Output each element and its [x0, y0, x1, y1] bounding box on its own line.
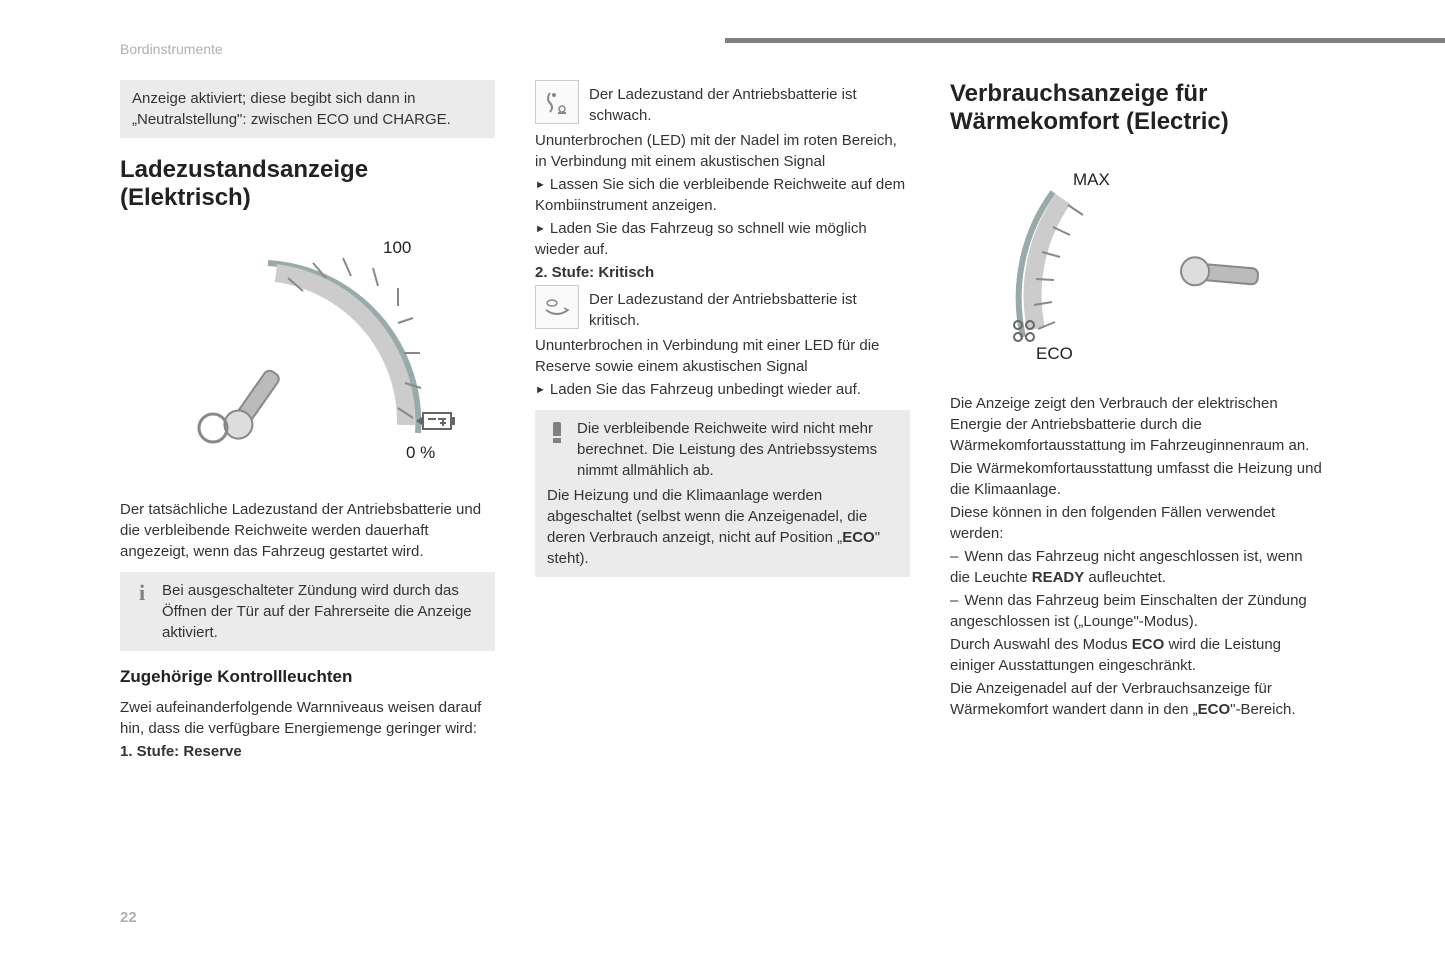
- body-text: Die Anzeige zeigt den Verbrauch der elek…: [950, 393, 1325, 456]
- eco-label: ECO: [1198, 701, 1231, 718]
- battery-low-icon: [535, 80, 579, 124]
- gauge-charge: 100 0 %: [120, 223, 495, 483]
- eco-label: ECO: [1132, 636, 1165, 653]
- action-item: Laden Sie das Fahrzeug so schnell wie mö…: [535, 218, 910, 260]
- heading-consumption: Verbrauchsanzeige für Wärmekomfort (Elec…: [950, 80, 1325, 138]
- body-text: Ununterbrochen (LED) mit der Nadel im ro…: [535, 130, 910, 172]
- body-text: Der tatsächliche Ladezustand der Antrieb…: [120, 499, 495, 562]
- list-item: Wenn das Fahrzeug nicht angeschlossen is…: [950, 546, 1325, 588]
- battery-critical-icon: [535, 285, 579, 329]
- body-text: Durch Auswahl des Modus ECO wird die Lei…: [950, 634, 1325, 676]
- warning-text: Die Heizung und die Klimaanlage werden a…: [547, 487, 867, 546]
- body-text: Ununterbrochen in Verbindung mit einer L…: [535, 335, 910, 377]
- column-2: Der Ladezustand der Antriebsbatterie ist…: [535, 80, 910, 764]
- stage-1-label: 1. Stufe: Reserve: [120, 741, 495, 762]
- gauge-label-top: MAX: [1073, 170, 1110, 189]
- note-text: Anzeige aktiviert; diese begibt sich dan…: [132, 90, 451, 128]
- gauge-comfort-svg: MAX ECO: [978, 147, 1298, 377]
- body-text: Die Anzeigenadel auf der Verbrauchsanzei…: [950, 678, 1325, 720]
- body-text: Durch Auswahl des Modus: [950, 636, 1132, 653]
- icon-caption: Der Ladezustand der Antriebsbatterie ist…: [589, 285, 910, 331]
- column-3: Verbrauchsanzeige für Wärmekomfort (Elec…: [950, 80, 1325, 764]
- gauge-label-bottom: ECO: [1036, 344, 1073, 363]
- body-text: Die Wärmekomfortausstattung umfasst die …: [950, 458, 1325, 500]
- gauge-label-top: 100: [383, 238, 411, 257]
- header-divider: [725, 38, 1445, 43]
- warning-box: Die verbleibende Reichweite wird nicht m…: [535, 410, 910, 577]
- eco-label: ECO: [842, 529, 875, 546]
- warning-text: Die verbleibende Reichweite wird nicht m…: [577, 420, 877, 479]
- body-text: Diese können in den folgenden Fällen ver…: [950, 502, 1325, 544]
- page-number: 22: [120, 907, 137, 928]
- gauge-comfort: MAX ECO: [950, 147, 1325, 377]
- gauge-label-bottom: 0 %: [406, 443, 435, 462]
- body-text: "-Bereich.: [1230, 701, 1295, 718]
- stage-2-label: 2. Stufe: Kritisch: [535, 262, 910, 283]
- note-box-top: Anzeige aktiviert; diese begibt sich dan…: [120, 80, 495, 138]
- gauge-charge-svg: 100 0 %: [148, 223, 468, 483]
- icon-caption: Der Ladezustand der Antriebsbatterie ist…: [589, 80, 910, 126]
- info-text: Bei ausgeschalteter Zündung wird durch d…: [162, 580, 483, 643]
- action-item: Laden Sie das Fahrzeug unbedingt wieder …: [535, 379, 910, 400]
- list-item: Wenn das Fahrzeug beim Einschalten der Z…: [950, 590, 1325, 632]
- ready-label: READY: [1032, 569, 1085, 586]
- action-item: Lassen Sie sich die verbleibende Reichwe…: [535, 174, 910, 216]
- heading-charge-indicator: Ladezustandsanzeige (Elektrisch): [120, 156, 495, 214]
- body-text: Zwei aufeinanderfolgende Warnniveaus wei…: [120, 697, 495, 739]
- info-box: i Bei ausgeschalteter Zündung wird durch…: [120, 572, 495, 651]
- column-1: Anzeige aktiviert; diese begibt sich dan…: [120, 80, 495, 764]
- warning-icon: [547, 418, 567, 443]
- info-icon: i: [132, 580, 152, 604]
- list-text: aufleuchtet.: [1084, 569, 1166, 586]
- heading-warning-lights: Zugehörige Kontrollleuchten: [120, 665, 495, 689]
